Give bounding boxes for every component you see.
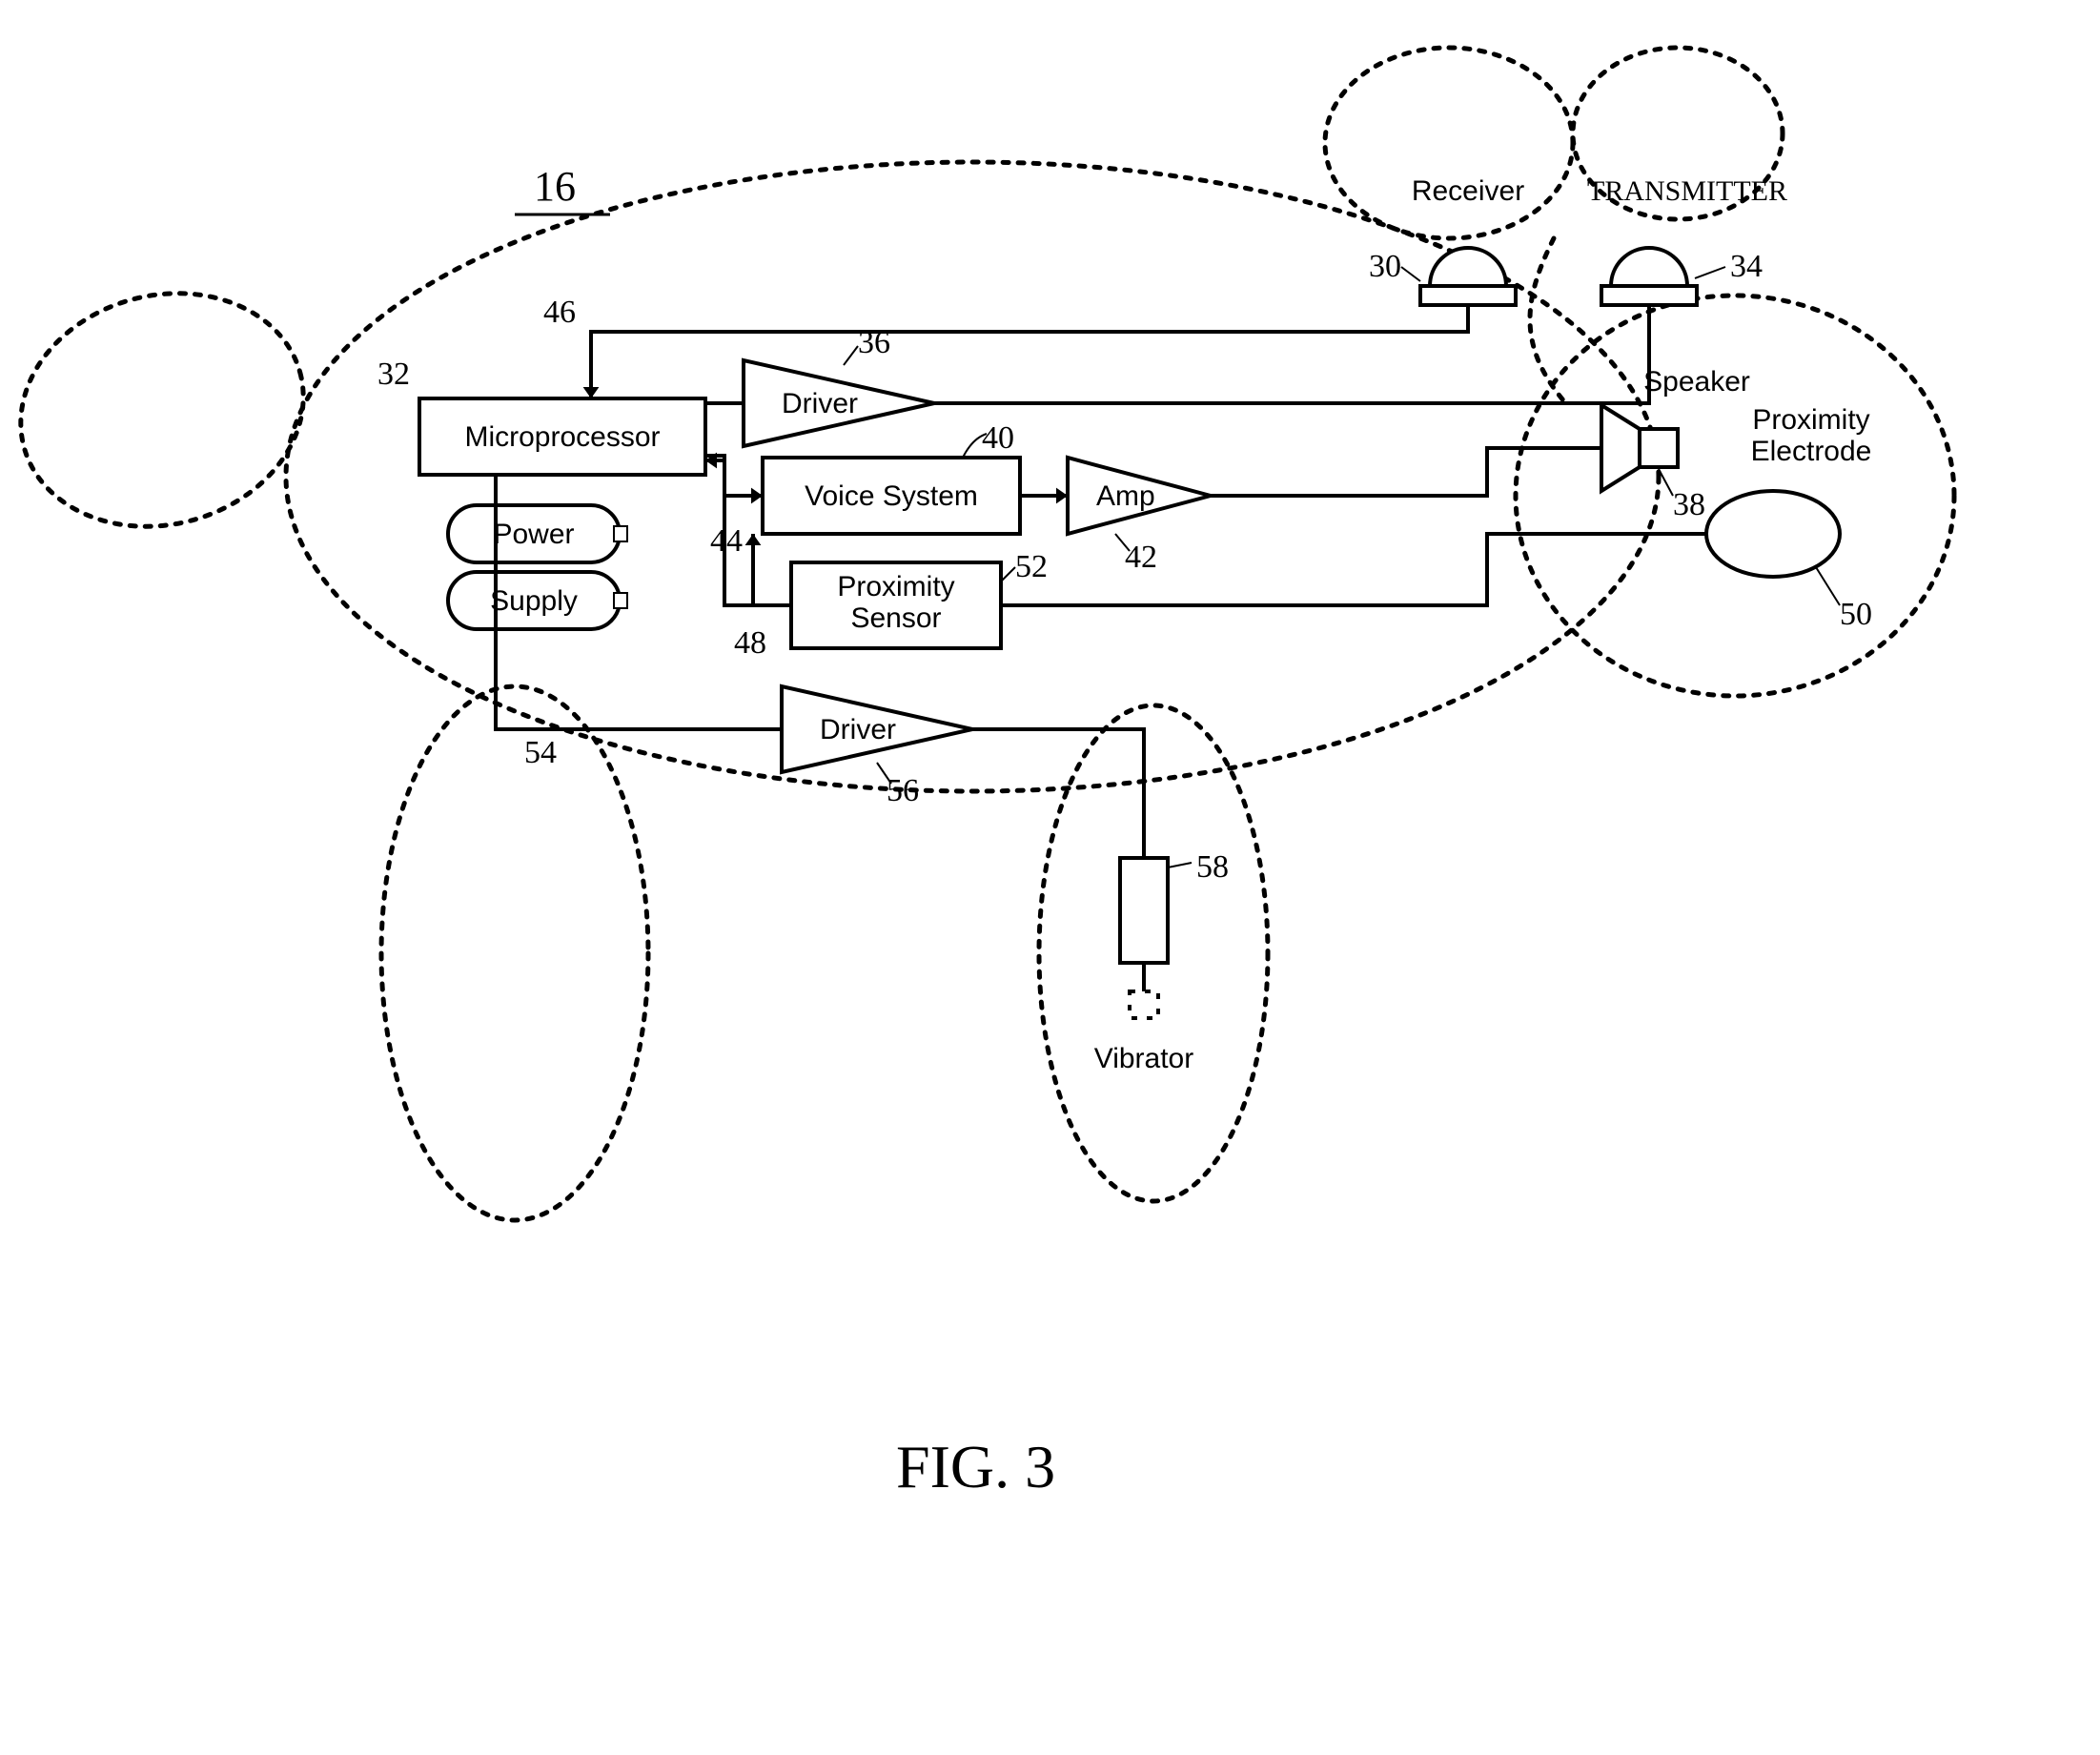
- component-transmitter: TRANSMITTER 34: [1587, 175, 1787, 305]
- svg-text:Sensor: Sensor: [850, 602, 941, 634]
- svg-text:48: 48: [734, 625, 766, 661]
- block-power: Power: [448, 505, 627, 562]
- svg-text:Driver: Driver: [782, 388, 858, 419]
- blocks: Microprocessor32Driver36Voice System40Am…: [377, 325, 1211, 808]
- svg-text:Receiver: Receiver: [1412, 175, 1524, 207]
- block-driver-top: Driver36: [744, 325, 934, 446]
- svg-text:Proximity: Proximity: [837, 571, 954, 602]
- figure-number: 16: [515, 163, 610, 214]
- block-voice-system: Voice System40: [763, 420, 1020, 534]
- svg-text:Proximity: Proximity: [1752, 404, 1869, 436]
- svg-text:46: 46: [543, 295, 576, 330]
- svg-text:Speaker: Speaker: [1643, 366, 1750, 398]
- svg-text:Microprocessor: Microprocessor: [464, 421, 660, 453]
- svg-text:42: 42: [1125, 540, 1157, 575]
- component-vibrator: Vibrator 58: [1094, 849, 1229, 1074]
- svg-text:Voice System: Voice System: [805, 480, 978, 512]
- block-amp: Amp 42: [1068, 458, 1211, 575]
- block-supply: Supply: [448, 572, 627, 629]
- component-receiver: Receiver 30: [1369, 175, 1524, 305]
- svg-text:32: 32: [377, 357, 410, 392]
- svg-text:Power: Power: [493, 519, 574, 550]
- components: Receiver30TRANSMITTER34Speaker38Proximit…: [1094, 175, 1872, 1074]
- svg-text:16: 16: [534, 163, 576, 210]
- component-speaker: Speaker 38: [1601, 366, 1750, 522]
- svg-text:34: 34: [1730, 249, 1763, 284]
- svg-text:Amp: Amp: [1096, 480, 1155, 512]
- svg-text:58: 58: [1196, 849, 1229, 885]
- svg-text:Driver: Driver: [820, 714, 896, 745]
- svg-text:Vibrator: Vibrator: [1094, 1043, 1194, 1074]
- svg-text:FIG. 3: FIG. 3: [896, 1433, 1055, 1500]
- block-microprocessor: Microprocessor 32: [377, 357, 705, 475]
- svg-text:50: 50: [1840, 597, 1872, 632]
- figure-caption: FIG. 3: [896, 1433, 1055, 1500]
- svg-text:30: 30: [1369, 249, 1401, 284]
- svg-text:52: 52: [1015, 549, 1048, 584]
- svg-text:Supply: Supply: [490, 585, 578, 617]
- component-electrode: ProximityElectrode 50: [1706, 404, 1872, 632]
- svg-text:40: 40: [982, 420, 1014, 456]
- svg-text:Electrode: Electrode: [1751, 436, 1872, 467]
- svg-text:TRANSMITTER: TRANSMITTER: [1587, 175, 1787, 207]
- svg-text:54: 54: [524, 735, 557, 770]
- wires: 46444854: [496, 295, 1706, 858]
- svg-text:38: 38: [1673, 487, 1705, 522]
- block-proximity-sensor: ProximitySensor 52: [791, 549, 1048, 648]
- svg-text:56: 56: [887, 773, 919, 808]
